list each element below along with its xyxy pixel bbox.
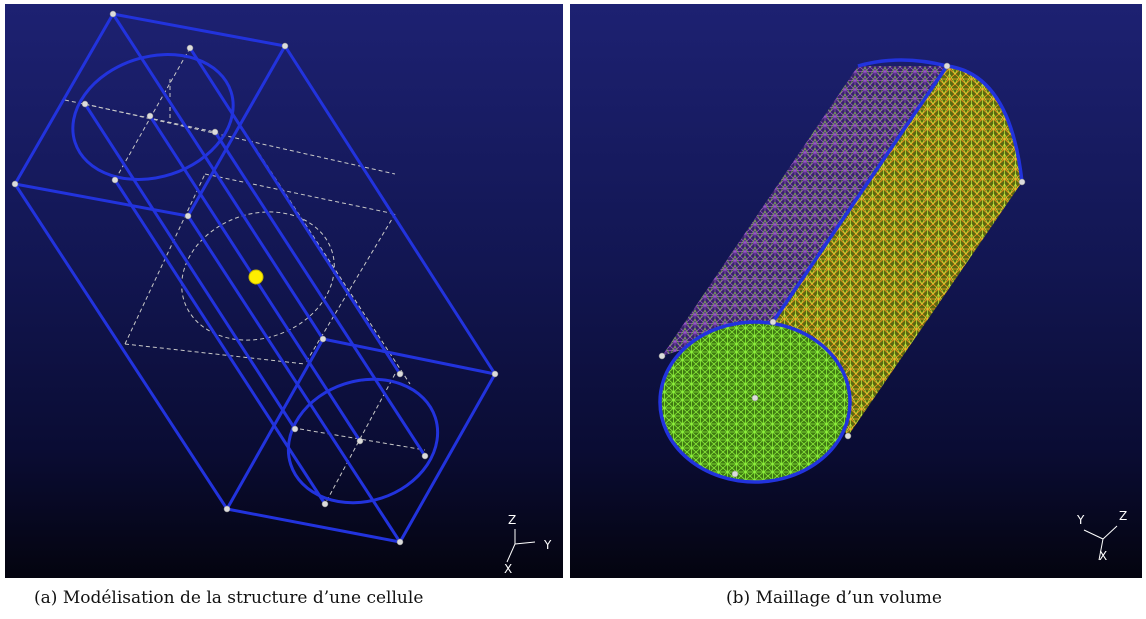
vertex — [844, 432, 852, 440]
vertex — [751, 394, 759, 402]
vertices — [11, 10, 499, 546]
axis-triad — [1083, 525, 1118, 561]
vertex — [81, 100, 89, 108]
vertex — [356, 437, 364, 445]
vertex — [396, 538, 404, 546]
center-point — [248, 269, 264, 285]
box-edge — [186, 45, 287, 217]
box-edge — [14, 182, 189, 218]
vertex — [281, 42, 289, 50]
vertex — [321, 500, 329, 508]
caption-b-text: Maillage d’un volume — [755, 588, 942, 608]
vertex — [223, 505, 231, 513]
tube-bottom-circle — [286, 377, 440, 505]
x-axis-label: X — [504, 562, 512, 576]
guide-circle — [181, 211, 335, 341]
vertex — [184, 212, 192, 220]
cell-structure-view: Z Y X — [5, 4, 563, 578]
y-axis-line — [1083, 529, 1104, 540]
z-axis-line — [1102, 525, 1118, 540]
tube-line — [113, 179, 327, 505]
box-edge — [225, 338, 325, 510]
guide-line — [204, 173, 396, 215]
mesh-left-half — [662, 66, 947, 356]
caption-b-label: (b) — [726, 588, 751, 608]
y-axis-label: Y — [543, 538, 552, 552]
tube-line — [83, 103, 297, 430]
vertex — [943, 62, 951, 70]
vertex — [1018, 178, 1026, 186]
vertex — [421, 452, 429, 460]
front-circle-edge — [658, 320, 852, 484]
vertex — [396, 370, 404, 378]
seam-edge — [771, 65, 949, 323]
guide-line — [304, 213, 396, 365]
mesh-front-face — [660, 322, 850, 482]
mesh-volume-view: Y Z X — [570, 4, 1142, 578]
tube-top-circle — [71, 53, 235, 181]
box-edge — [186, 215, 402, 543]
guide-line — [114, 47, 191, 181]
x-axis-line — [506, 543, 516, 563]
back-edge — [857, 58, 1024, 183]
caption-a: (a) Modélisation de la structure d’une c… — [34, 588, 423, 608]
cell-wireframe: Z Y X — [11, 10, 552, 576]
mesh-cylinder: Y Z X — [658, 58, 1127, 563]
box-edge — [111, 13, 325, 340]
vertex — [769, 318, 777, 326]
vertices — [658, 62, 1026, 478]
guide-line — [124, 343, 306, 365]
axis-triad — [506, 529, 536, 563]
tube-line — [188, 47, 402, 375]
box-edge — [322, 337, 496, 376]
vertex — [658, 352, 666, 360]
z-axis-label: Z — [508, 513, 516, 527]
vertex — [491, 370, 499, 378]
vertex — [146, 112, 154, 120]
blue-edges — [658, 58, 1024, 484]
vertex — [186, 44, 194, 52]
x-axis-line — [1098, 538, 1104, 561]
caption-a-label: (a) — [34, 588, 58, 608]
vertex — [731, 470, 739, 478]
caption-a-text: Modélisation de la structure d’une cellu… — [62, 588, 424, 608]
vertex — [11, 180, 19, 188]
vertex — [111, 176, 119, 184]
tube-line — [213, 131, 427, 457]
y-axis-line — [514, 541, 536, 545]
mesh-right-half — [773, 66, 1022, 436]
vertex — [211, 128, 219, 136]
x-axis-label: X — [1099, 549, 1107, 563]
z-axis-label: Z — [1119, 509, 1127, 523]
y-axis-label: Y — [1076, 513, 1085, 527]
guide-line — [84, 103, 396, 175]
vertex — [291, 425, 299, 433]
caption-b: (b) Maillage d’un volume — [726, 588, 942, 608]
vertex — [109, 10, 117, 18]
guide-line — [64, 99, 216, 133]
vertex — [319, 335, 327, 343]
